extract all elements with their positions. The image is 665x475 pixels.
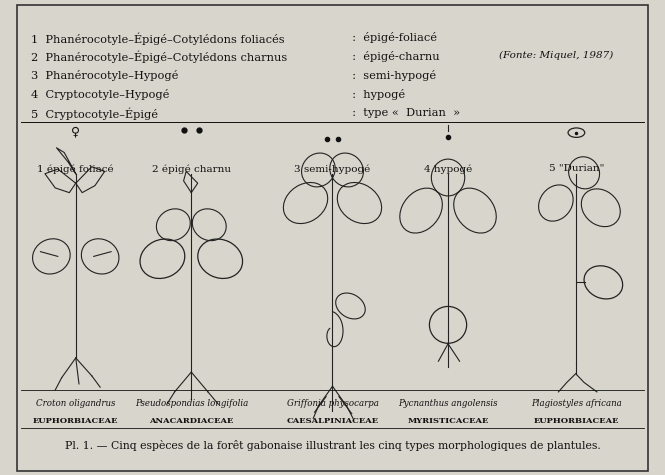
Text: 2  Phanérocotyle–Épigé–Cotylédons charnus: 2 Phanérocotyle–Épigé–Cotylédons charnus bbox=[31, 51, 287, 64]
Text: :  hypogé: : hypogé bbox=[345, 89, 406, 100]
Text: 1 épigé foliacé: 1 épigé foliacé bbox=[37, 164, 114, 174]
Text: 1  Phanérocotyle–Épigé–Cotylédons foliacés: 1 Phanérocotyle–Épigé–Cotylédons foliacé… bbox=[31, 32, 285, 45]
Text: Plagiostyles africana: Plagiostyles africana bbox=[531, 399, 622, 408]
Text: 4  Cryptocotyle–Hypogé: 4 Cryptocotyle–Hypogé bbox=[31, 89, 169, 100]
Text: ♀: ♀ bbox=[71, 125, 80, 138]
Text: EUPHORBIACEAE: EUPHORBIACEAE bbox=[533, 417, 619, 425]
Text: 5  Cryptocotyle–Épigé: 5 Cryptocotyle–Épigé bbox=[31, 108, 158, 120]
Text: 4 hypogé: 4 hypogé bbox=[424, 164, 472, 174]
Text: Pseudospondias longifolia: Pseudospondias longifolia bbox=[135, 399, 248, 408]
Text: MYRISTICACEAE: MYRISTICACEAE bbox=[408, 417, 489, 425]
Text: 3  Phanérocotyle–Hypogé: 3 Phanérocotyle–Hypogé bbox=[31, 70, 178, 81]
Text: Griffonia physocarpa: Griffonia physocarpa bbox=[287, 399, 378, 408]
Text: :  épigé-foliacé: : épigé-foliacé bbox=[345, 32, 438, 43]
Text: Pl. 1. — Cinq espèces de la forêt gabonaise illustrant les cinq types morphologi: Pl. 1. — Cinq espèces de la forêt gabona… bbox=[65, 439, 600, 451]
Text: :  semi-hypogé: : semi-hypogé bbox=[345, 70, 436, 81]
Text: (Fonte: Miquel, 1987): (Fonte: Miquel, 1987) bbox=[499, 51, 614, 60]
Text: EUPHORBIACEAE: EUPHORBIACEAE bbox=[33, 417, 118, 425]
Text: CAESALPINIACEAE: CAESALPINIACEAE bbox=[287, 417, 378, 425]
Text: 5 "Durian": 5 "Durian" bbox=[549, 164, 604, 173]
Text: Croton oligandrus: Croton oligandrus bbox=[36, 399, 116, 408]
Text: :  type «  Durian  »: : type « Durian » bbox=[345, 108, 460, 118]
Text: :  épigé-charnu: : épigé-charnu bbox=[345, 51, 440, 62]
Text: 3 semi-hypogé: 3 semi-hypogé bbox=[295, 164, 370, 174]
Text: Pycnanthus angolensis: Pycnanthus angolensis bbox=[398, 399, 498, 408]
Text: 2 épigé charnu: 2 épigé charnu bbox=[152, 164, 231, 174]
Text: ANACARDIACEAE: ANACARDIACEAE bbox=[149, 417, 233, 425]
